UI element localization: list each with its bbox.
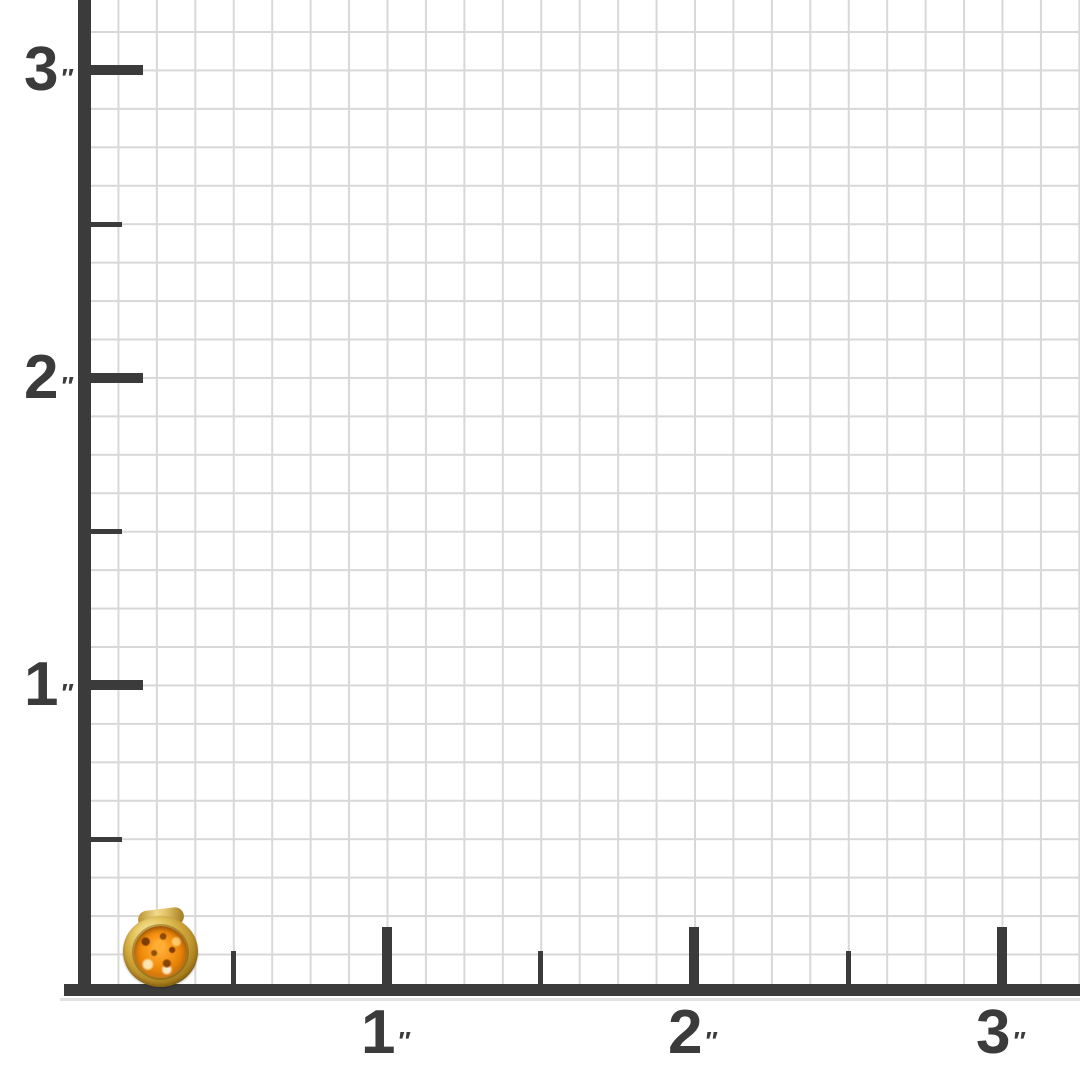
x-axis-major-tick-1in [382, 927, 392, 985]
inch-mark: ″ [1013, 1026, 1028, 1056]
x-axis-label-3in-digit: 3 [976, 998, 1011, 1067]
eighth-inch-grid [79, 0, 1080, 984]
y-axis-minor-tick-0p5in [91, 837, 122, 842]
y-axis-ruler-bar [78, 0, 91, 996]
y-axis-label-1in: 1 ″ [0, 654, 76, 716]
orange-gemstone [134, 926, 187, 978]
y-axis-label-2in: 2 ″ [0, 347, 76, 409]
y-axis-label-3in: 3 ″ [0, 39, 76, 101]
x-axis-minor-tick-1p5in [538, 951, 543, 985]
y-axis-major-tick-1in [91, 680, 143, 690]
x-axis-ruler-bar [64, 984, 1080, 996]
inch-mark: ″ [398, 1026, 413, 1056]
inch-mark: ″ [61, 63, 76, 93]
inch-mark: ″ [61, 678, 76, 708]
x-axis-minor-tick-0p5in [231, 951, 236, 985]
y-axis-label-2in-digit: 2 [24, 343, 59, 412]
x-axis-label-1in-digit: 1 [361, 998, 396, 1067]
ruler-shadow-line [60, 998, 1080, 1001]
y-axis-major-tick-3in [91, 65, 143, 75]
x-axis-major-tick-2in [689, 927, 699, 985]
x-axis-label-1in: 1 ″ [327, 1002, 447, 1064]
x-axis-label-2in-digit: 2 [668, 998, 703, 1067]
x-axis-label-3in: 3 ″ [942, 1002, 1062, 1064]
inch-mark: ″ [61, 371, 76, 401]
x-axis-label-2in: 2 ″ [634, 1002, 754, 1064]
x-axis-minor-tick-2p5in [846, 951, 851, 985]
y-axis-minor-tick-1p5in [91, 529, 122, 534]
x-axis-major-tick-3in [997, 927, 1007, 985]
gemstone-stud-product-photo [121, 905, 201, 987]
y-axis-label-3in-digit: 3 [24, 35, 59, 104]
inch-mark: ″ [705, 1026, 720, 1056]
y-axis-major-tick-2in [91, 373, 143, 383]
y-axis-minor-tick-2p5in [91, 222, 122, 227]
y-axis-label-1in-digit: 1 [24, 650, 59, 719]
